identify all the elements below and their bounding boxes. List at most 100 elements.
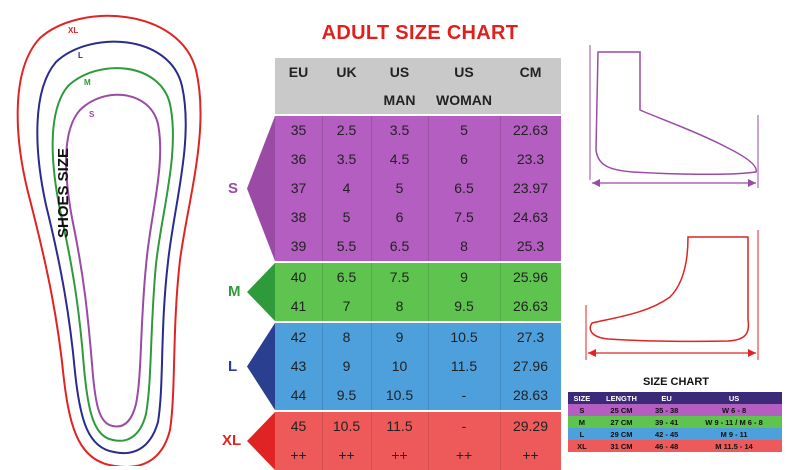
table-cell: 9.5 bbox=[336, 387, 357, 403]
table-cell: 9 bbox=[395, 329, 404, 345]
table-cell: ++ bbox=[391, 447, 408, 463]
group-label-s: S bbox=[228, 179, 239, 197]
header-cell: UK bbox=[322, 58, 371, 114]
table-cell: 42 bbox=[290, 329, 307, 345]
table-cell: 43 bbox=[290, 358, 307, 374]
table-cell: 7.5 bbox=[389, 269, 410, 285]
table-cell: 9 bbox=[460, 269, 468, 285]
summary-cell: 29 CM bbox=[595, 428, 648, 440]
summary-cell: 46 - 48 bbox=[647, 440, 687, 452]
group-arrow-s bbox=[247, 116, 275, 261]
table-cell: 22.63 bbox=[512, 122, 549, 138]
summary-cell: W 6 - 8 bbox=[686, 404, 782, 416]
table-cell: ++ bbox=[290, 447, 307, 463]
column-divider bbox=[322, 116, 323, 261]
header-text: EU bbox=[288, 64, 309, 80]
table-cell: 6 bbox=[460, 151, 468, 167]
table-cell: 10 bbox=[391, 358, 408, 374]
table-cell: 5 bbox=[342, 209, 351, 225]
column-divider bbox=[322, 263, 323, 321]
summary-cell: 42 - 45 bbox=[647, 428, 687, 440]
column-divider bbox=[428, 263, 429, 321]
header-text: CM bbox=[519, 64, 542, 80]
table-cell: 3.5 bbox=[389, 122, 410, 138]
table-cell: 3.5 bbox=[336, 151, 357, 167]
column-divider bbox=[500, 412, 501, 470]
table-cell: 28.63 bbox=[512, 387, 549, 403]
summary-cell: XL bbox=[568, 440, 596, 452]
summary-cell: M bbox=[568, 416, 596, 428]
summary-row: XL 31 CM 46 - 48 M 11.5 - 14 bbox=[568, 440, 782, 452]
group-arrow-l bbox=[247, 323, 275, 410]
foot-measure-diagram bbox=[585, 230, 759, 360]
table-cell: 27.3 bbox=[516, 329, 545, 345]
table-cell: 11.5 bbox=[450, 358, 478, 374]
group-label-xl: XL bbox=[222, 432, 242, 449]
table-cell: 4 bbox=[342, 180, 351, 196]
chart-title: ADULT SIZE CHART bbox=[321, 22, 519, 44]
summary-header-length: LENGTH bbox=[595, 392, 648, 404]
column-divider bbox=[322, 323, 323, 410]
table-cell: 10.5 bbox=[332, 418, 361, 434]
group-label-l: L bbox=[228, 357, 238, 375]
column-divider bbox=[428, 116, 429, 261]
column-divider bbox=[500, 323, 501, 410]
table-cell: 6.5 bbox=[389, 238, 410, 254]
table-cell: 10.5 bbox=[385, 387, 414, 403]
table-cell: 40 bbox=[290, 269, 307, 285]
summary-cell: 25 CM bbox=[595, 404, 648, 416]
summary-row: L 29 CM 42 - 45 M 9 - 11 bbox=[568, 428, 782, 440]
table-cell: 29.29 bbox=[512, 418, 549, 434]
table-cell: 8 bbox=[460, 238, 468, 254]
summary-header-us: US bbox=[686, 392, 782, 404]
foot-side-view-diagram bbox=[589, 45, 759, 188]
table-cell: 25.3 bbox=[516, 238, 545, 254]
table-cell: - bbox=[461, 418, 467, 434]
group-label-m: M bbox=[228, 283, 241, 300]
table-cell: 6.5 bbox=[336, 269, 357, 285]
table-cell: 36 bbox=[290, 151, 307, 167]
size-band-l bbox=[275, 323, 561, 410]
header-cell: CM bbox=[500, 58, 561, 114]
table-cell: 4.5 bbox=[389, 151, 410, 167]
header-cell: US WOMAN bbox=[428, 58, 500, 114]
table-cell: 26.63 bbox=[512, 298, 549, 314]
group-arrow-xl bbox=[247, 412, 275, 470]
header-text: US bbox=[454, 64, 474, 80]
table-cell: 8 bbox=[395, 298, 404, 314]
table-cell: 37 bbox=[290, 180, 307, 196]
s-outline bbox=[65, 93, 162, 428]
table-cell: - bbox=[461, 387, 467, 403]
header-cell: EU bbox=[275, 58, 322, 114]
table-cell: 6.5 bbox=[454, 180, 474, 196]
size-band-s bbox=[275, 116, 561, 261]
summary-header-row: SIZE LENGTH EU US bbox=[568, 392, 782, 404]
xl-outline-label: XL bbox=[68, 26, 78, 35]
table-cell: 23.97 bbox=[512, 180, 549, 196]
header-text: WOMAN bbox=[436, 92, 492, 108]
l-outline bbox=[36, 40, 187, 455]
header-text: US bbox=[389, 64, 410, 80]
table-cell: 5.5 bbox=[336, 238, 357, 254]
size-band-m bbox=[275, 263, 561, 321]
m-outline-label: M bbox=[84, 78, 91, 87]
table-cell: 45 bbox=[290, 418, 307, 434]
table-cell: 9.5 bbox=[454, 298, 474, 314]
table-cell: 10.5 bbox=[450, 329, 478, 345]
group-arrow-m bbox=[247, 263, 275, 321]
summary-cell: M 11.5 - 14 bbox=[686, 440, 782, 452]
column-divider bbox=[500, 116, 501, 261]
table-cell: 24.63 bbox=[512, 209, 549, 225]
column-divider bbox=[500, 263, 501, 321]
size-band-xl bbox=[275, 412, 561, 470]
summary-cell: S bbox=[568, 404, 596, 416]
table-cell: 6 bbox=[395, 209, 404, 225]
size-summary-title: SIZE CHART bbox=[643, 376, 709, 388]
table-cell: 44 bbox=[290, 387, 307, 403]
xl-outline bbox=[16, 14, 202, 466]
shoes-size-label: SHOES SIZE bbox=[55, 147, 72, 239]
column-divider bbox=[371, 323, 372, 410]
summary-cell: L bbox=[568, 428, 596, 440]
summary-row: M 27 CM 39 - 41 W 9 - 11 / M 6 - 8 bbox=[568, 416, 782, 428]
